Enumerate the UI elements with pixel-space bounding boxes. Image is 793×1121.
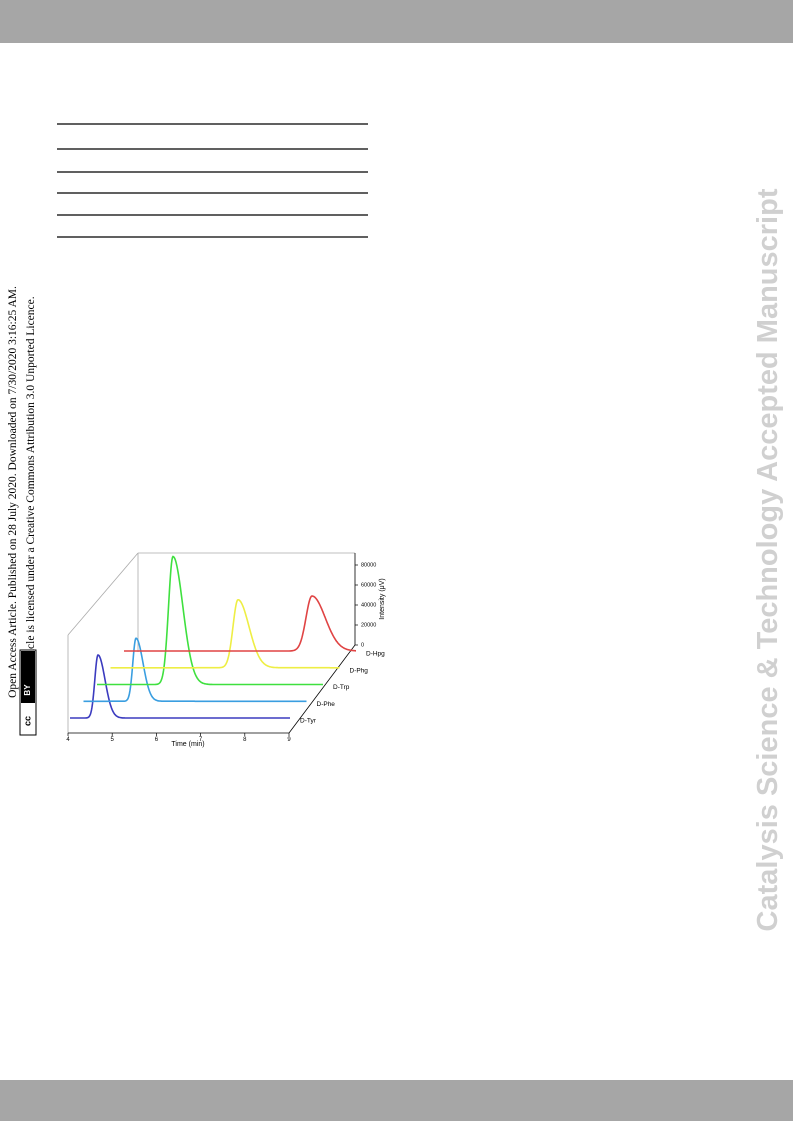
y-tick-label: 60000 — [361, 582, 376, 588]
watermark: Catalysis Science & Technology Accepted … — [752, 188, 784, 931]
trace — [124, 595, 356, 652]
x-tick-label: 7 — [199, 737, 203, 743]
trace — [110, 599, 340, 669]
frame — [67, 552, 356, 734]
x-tick-label: 8 — [243, 737, 247, 743]
trace — [70, 654, 290, 719]
series-label: D-Trp — [333, 684, 350, 691]
side-note-line: Open Access Article. Published on 28 Jul… — [7, 286, 19, 698]
series-label: D-Phg — [350, 667, 369, 674]
top-bar — [0, 0, 793, 43]
y-tick-label: 20000 — [361, 622, 376, 628]
x-axis-label: Time (min) — [171, 741, 204, 748]
x-tick-label: 9 — [287, 737, 291, 743]
cc-badge-fill — [21, 651, 35, 703]
cc-badge-text: BY — [23, 684, 32, 696]
series-label: D-Phe — [317, 701, 336, 708]
table-rules — [57, 123, 368, 238]
x-tick-label: 6 — [155, 737, 159, 743]
cc-badge-text: cc — [22, 716, 32, 726]
trace — [83, 637, 307, 703]
trace — [97, 555, 323, 686]
x-tick-label: 4 — [66, 737, 70, 743]
y-tick-label: 80000 — [361, 562, 376, 568]
x-tick-label: 5 — [111, 737, 115, 743]
chromatogram-figure: Time (min) Intensity (μV) 4 5 6 7 8 9 0 20000 40… — [66, 552, 386, 748]
y-axis-label: Intensity (μV) — [379, 578, 386, 619]
series-label: D-Hpg — [366, 651, 385, 658]
bottom-bar — [0, 1080, 793, 1121]
series-label: D-Tyr — [300, 718, 317, 725]
y-tick-label: 40000 — [361, 602, 376, 608]
y-tick-label: 0 — [361, 642, 364, 648]
side-note-line: This article is licensed under a Creativ… — [25, 296, 37, 687]
